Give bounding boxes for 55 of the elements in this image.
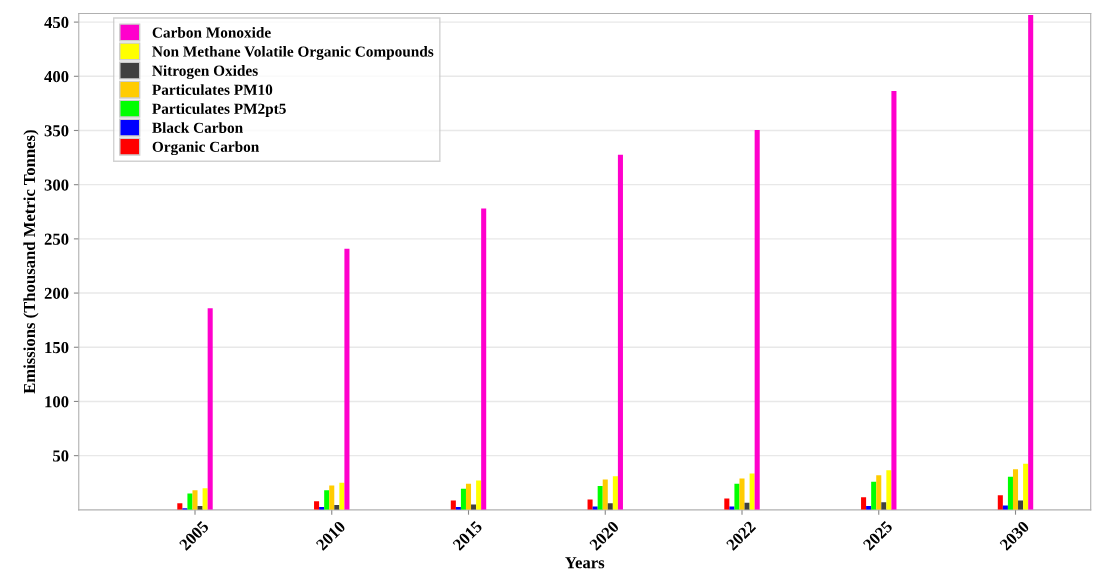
bar bbox=[861, 497, 867, 510]
bar bbox=[1028, 15, 1034, 510]
bar bbox=[324, 490, 330, 510]
bar bbox=[749, 473, 755, 510]
y-tick-label: 150 bbox=[45, 341, 69, 354]
bar bbox=[871, 481, 877, 510]
bar bbox=[177, 503, 183, 510]
y-tick-label: 200 bbox=[44, 287, 69, 300]
bar bbox=[471, 504, 477, 510]
bar bbox=[1023, 463, 1029, 510]
y-tick-label: 250 bbox=[44, 233, 69, 245]
x-axis-title: Years bbox=[565, 557, 605, 569]
bar bbox=[754, 129, 760, 510]
legend-label: Particulates PM2pt5 bbox=[152, 103, 286, 118]
bar bbox=[1002, 505, 1008, 510]
bar bbox=[607, 503, 613, 510]
bar bbox=[602, 479, 608, 510]
bar bbox=[476, 480, 482, 510]
bar bbox=[202, 488, 208, 510]
bar bbox=[997, 495, 1003, 510]
bar bbox=[724, 498, 730, 510]
bar bbox=[1007, 476, 1013, 510]
y-tick-label: 100 bbox=[45, 396, 69, 408]
legend-label: Particulates PM10 bbox=[152, 84, 273, 95]
bar bbox=[612, 476, 618, 510]
legend-label: Carbon Monoxide bbox=[152, 26, 271, 38]
legend-label: Nitrogen Oxides bbox=[152, 65, 258, 80]
bar bbox=[617, 154, 623, 510]
legend-label: Black Carbon bbox=[152, 122, 243, 133]
bar bbox=[329, 485, 335, 510]
bar bbox=[314, 501, 320, 510]
bar bbox=[460, 488, 466, 510]
bar bbox=[1012, 469, 1019, 510]
bar bbox=[187, 493, 193, 510]
bar bbox=[886, 470, 892, 510]
bar bbox=[465, 483, 472, 510]
bar bbox=[734, 483, 740, 510]
bar bbox=[739, 478, 745, 510]
y-axis-title: Emissions (Thousand Metric Tonnes) bbox=[23, 130, 39, 394]
bar bbox=[891, 90, 897, 510]
y-tick-label: 450 bbox=[44, 16, 69, 29]
bar bbox=[344, 248, 350, 510]
bar bbox=[339, 482, 345, 510]
y-tick-label: 300 bbox=[44, 179, 69, 191]
bar bbox=[597, 485, 603, 510]
bar bbox=[481, 208, 487, 510]
y-tick-label: 350 bbox=[44, 125, 69, 137]
y-tick-label: 400 bbox=[44, 70, 69, 83]
bar bbox=[876, 475, 882, 510]
y-tick-label: 50 bbox=[53, 450, 69, 462]
bar bbox=[881, 502, 887, 510]
bar bbox=[207, 308, 213, 510]
bar bbox=[192, 490, 198, 510]
legend-label: Non Methane Volatile Organic Compounds bbox=[152, 45, 434, 60]
legend-label: Organic Carbon bbox=[152, 141, 260, 156]
